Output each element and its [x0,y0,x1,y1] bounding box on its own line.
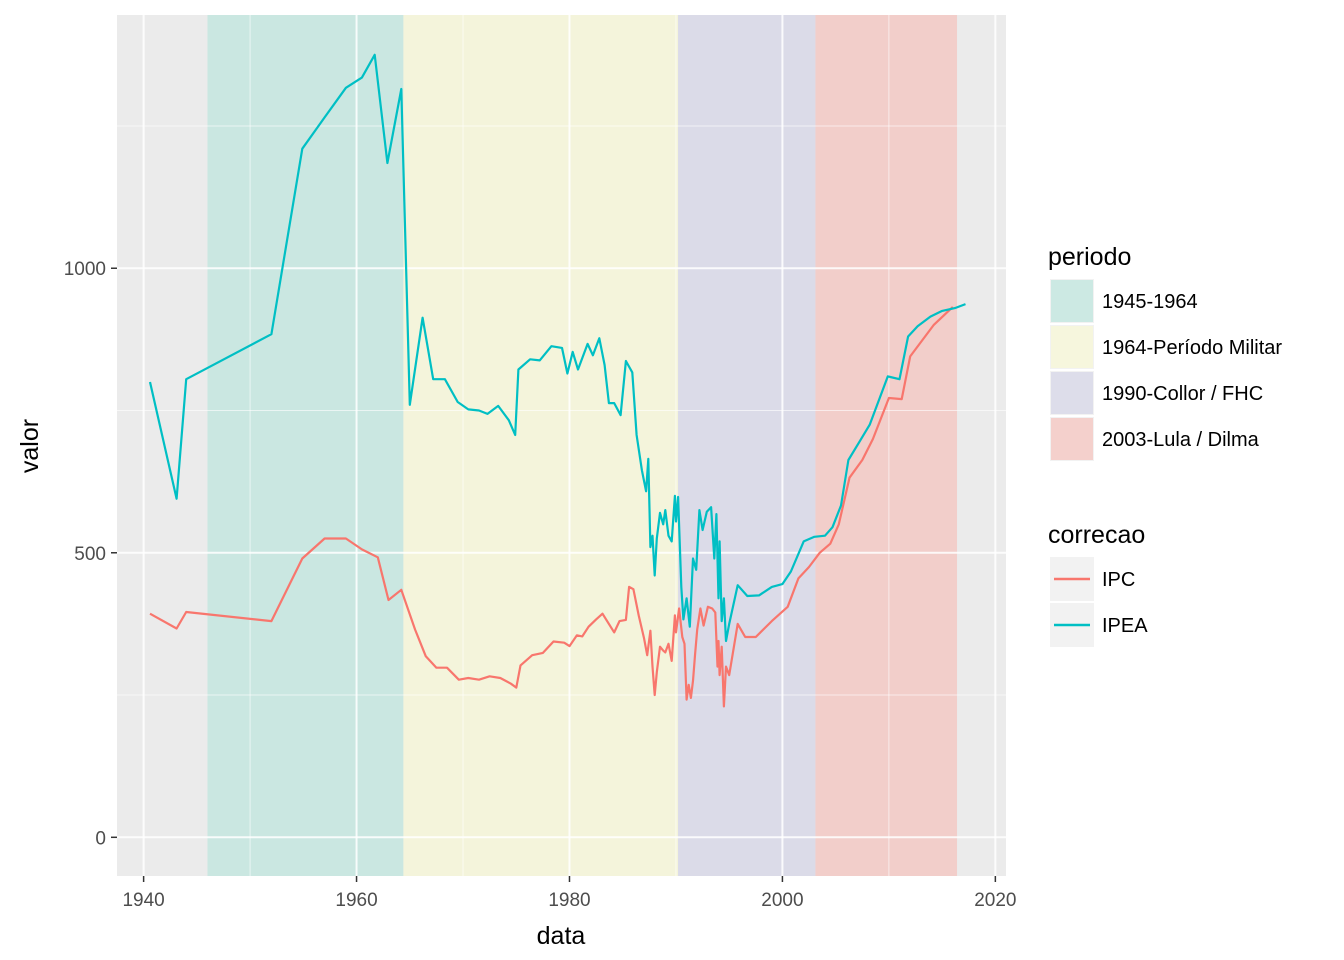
x-tick-label: 2000 [761,890,803,911]
period-band-1964-per-odo-militar [403,15,679,876]
legend-periodo: periodo 1945-1964 1964-Período Militar 199… [1048,243,1282,461]
series-line-ipea [148,53,966,643]
legend-swatch-1964-per-odo-militar [1051,326,1093,368]
x-axis-title: data [537,922,586,950]
period-bands [207,15,958,876]
axes: 1940 1960 1980 2000 2020 0 500 1000 [64,259,1017,911]
legend-periodo-title: periodo [1048,243,1131,271]
grid [117,15,1006,876]
legend-correcao-title: correcao [1048,521,1145,549]
y-tick-label: 1000 [64,259,106,280]
legend-correcao: correcao IPC IPEA [1048,521,1148,647]
x-tick-label: 1980 [548,890,590,911]
y-tick-label: 0 [95,828,106,849]
legend-swatch-1945-1964 [1051,280,1093,322]
legend-label-ipea: IPEA [1102,615,1148,637]
y-tick-label: 500 [74,544,106,565]
legend-label-ipc: IPC [1102,569,1135,591]
y-axis-title: valor [16,419,44,473]
x-tick-label: 2020 [974,890,1016,911]
series-lines [148,53,966,708]
period-band-2003-lula-dilma [815,15,958,876]
legend-label-1945-1964: 1945-1964 [1102,291,1198,313]
legend-swatch-1990-collor-fhc [1051,372,1093,414]
legend-label-1990-collor-fhc: 1990-Collor / FHC [1102,383,1263,405]
legend-label-1964-per-odo-militar: 1964-Período Militar [1102,337,1282,359]
period-band-1990-collor-fhc [678,15,816,876]
x-tick-label: 1960 [335,890,377,911]
series-line-ipc [149,306,954,708]
x-tick-label: 1940 [122,890,164,911]
legend-swatch-2003-lula-dilma [1051,418,1093,460]
legend-label-2003-lula-dilma: 2003-Lula / Dilma [1102,429,1260,451]
period-band-1945-1964 [207,15,404,876]
